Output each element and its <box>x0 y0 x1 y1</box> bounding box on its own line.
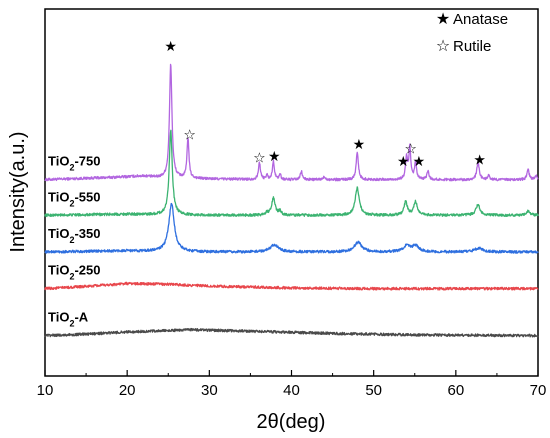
series-label: TiO2-550 <box>48 189 100 208</box>
series-label: TiO2-350 <box>48 226 100 245</box>
x-tick-label: 30 <box>201 382 218 399</box>
rutile-star-icon: ☆ <box>183 127 196 143</box>
series-label: TiO2-250 <box>48 263 100 282</box>
x-tick-label: 70 <box>530 382 547 399</box>
series-line-750 <box>44 63 539 182</box>
series-layer <box>44 63 539 338</box>
x-tick-label: 50 <box>365 382 382 399</box>
legend-label-anatase: Anatase <box>453 11 508 28</box>
anatase-star-icon: ★ <box>397 154 410 170</box>
x-tick-label: 40 <box>283 382 300 399</box>
anatase-star-icon: ★ <box>413 154 426 170</box>
series-line-350 <box>44 202 539 254</box>
series-line-a <box>44 327 539 338</box>
legend-label-rutile: Rutile <box>453 38 491 55</box>
series-label: TiO2-A <box>48 310 89 329</box>
legend-symbol-rutile: ☆ <box>436 36 450 55</box>
x-ticks: 10 20 30 40 50 60 70 <box>37 370 547 399</box>
series-line-250 <box>44 281 539 291</box>
legend-symbol-anatase: ★ <box>436 9 450 28</box>
legend: ★ Anatase ☆ Rutile <box>436 9 508 55</box>
anatase-star-icon: ★ <box>164 39 177 55</box>
series-line-550 <box>44 129 539 218</box>
anatase-star-icon: ★ <box>353 137 366 153</box>
x-tick-label: 10 <box>37 382 54 399</box>
rutile-star-icon: ☆ <box>253 150 266 166</box>
series-label: TiO2-750 <box>48 154 100 173</box>
x-axis-title: 2θ(deg) <box>257 411 326 433</box>
y-axis-title: Intensity(a.u.) <box>7 131 29 252</box>
plot-frame <box>44 8 539 377</box>
peak-markers: ★☆☆ ★★★☆★ ★ <box>164 39 486 170</box>
rutile-star-icon: ☆ <box>404 142 417 158</box>
x-tick-label: 60 <box>447 382 464 399</box>
series-labels: TiO2-750 TiO2-550 TiO2-350 TiO2-250 TiO2-A <box>48 154 100 329</box>
x-tick-label: 20 <box>119 382 136 399</box>
anatase-star-icon: ★ <box>268 149 281 165</box>
anatase-star-icon: ★ <box>473 153 486 169</box>
